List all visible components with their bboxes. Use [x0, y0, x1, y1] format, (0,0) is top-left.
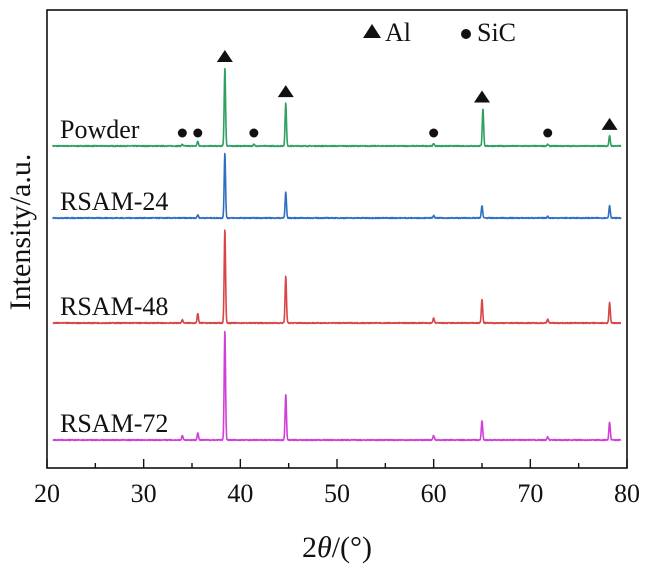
- sic-peak-marker: [193, 128, 203, 138]
- sic-peak-marker: [177, 128, 187, 138]
- markers-layer: [177, 50, 618, 138]
- series-line-powder: [52, 67, 622, 148]
- x-tick-label: 60: [421, 479, 447, 508]
- al-peak-marker: [216, 50, 233, 62]
- legend: Al SiC: [363, 18, 516, 47]
- x-tick-label: 20: [34, 479, 60, 508]
- legend-sic-label: SiC: [477, 18, 516, 47]
- x-tick-label: 30: [131, 479, 157, 508]
- legend-al-triangle-icon: [363, 24, 381, 38]
- sic-peak-marker: [249, 128, 259, 138]
- sic-peak-marker: [429, 128, 439, 138]
- al-peak-marker: [601, 117, 618, 130]
- series-label-rsam-48: RSAM-48: [60, 292, 168, 321]
- al-peak-marker: [474, 90, 490, 103]
- x-tick-label: 70: [517, 479, 543, 508]
- plot-frame: [46, 9, 628, 469]
- sic-peak-marker: [543, 128, 553, 138]
- al-peak-marker: [277, 85, 294, 98]
- series-label-rsam-72: RSAM-72: [60, 409, 168, 438]
- x-axis-title: 2θ/(°): [302, 531, 372, 564]
- series-line-rsam-72: [52, 330, 622, 442]
- x-axis-ticks: 20 30 40 50 60 70 80: [34, 459, 640, 508]
- y-axis-title: Intensity/a.u.: [4, 154, 37, 311]
- legend-al-label: Al: [385, 18, 411, 47]
- x-tick-label: 40: [227, 479, 253, 508]
- series-line-rsam-48: [52, 229, 622, 325]
- series-label-rsam-24: RSAM-24: [60, 187, 168, 216]
- series-labels: Powder RSAM-24 RSAM-48 RSAM-72: [60, 115, 168, 438]
- x-tick-label: 80: [614, 479, 640, 508]
- legend-sic-circle-icon: [461, 29, 471, 39]
- x-tick-label: 50: [324, 479, 350, 508]
- series-line-rsam-24: [52, 152, 622, 220]
- series-label-powder: Powder: [60, 115, 140, 144]
- curves-layer: [52, 67, 622, 442]
